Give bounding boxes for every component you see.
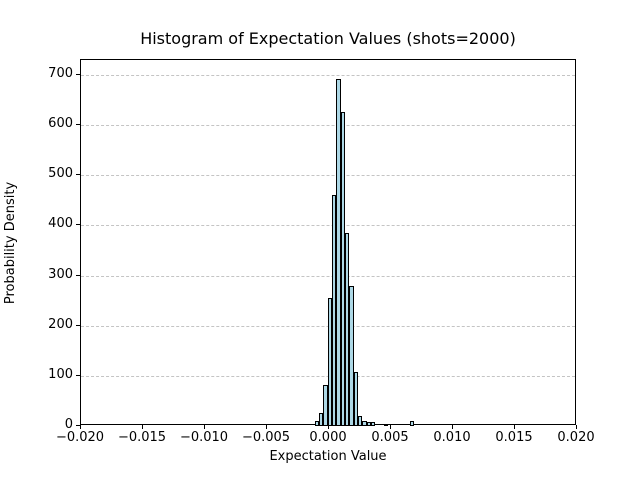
histogram-bar xyxy=(349,285,354,426)
x-tick-label: 0.005 xyxy=(371,430,409,445)
x-tick-label: 0.015 xyxy=(495,430,533,445)
x-tick-label: −0.010 xyxy=(179,430,229,445)
y-gridline xyxy=(81,75,575,77)
y-gridline xyxy=(81,175,575,177)
y-axis-tick xyxy=(76,425,80,426)
histogram-bar xyxy=(353,371,358,426)
y-tick-label: 0 xyxy=(64,417,73,432)
chart-title: Histogram of Expectation Values (shots=2… xyxy=(140,29,516,48)
x-tick-label: −0.015 xyxy=(117,430,167,445)
y-axis-tick xyxy=(76,324,80,326)
y-gridline xyxy=(81,125,575,127)
histogram-bar xyxy=(340,111,345,426)
histogram-bar xyxy=(314,420,319,426)
x-axis-tick xyxy=(204,425,205,429)
histogram-bar xyxy=(344,232,350,426)
y-tick-label: 100 xyxy=(48,366,73,382)
x-axis-label: Expectation Value xyxy=(269,449,387,464)
y-tick-label: 500 xyxy=(48,166,73,182)
y-axis-tick xyxy=(76,374,80,376)
x-axis-tick xyxy=(514,425,515,429)
y-gridline xyxy=(81,275,575,277)
x-axis-tick xyxy=(80,425,81,429)
x-axis-tick xyxy=(328,425,329,429)
histogram-bar xyxy=(323,384,328,426)
histogram-bar xyxy=(357,416,363,426)
histogram-bar xyxy=(409,420,415,426)
y-tick-label: 600 xyxy=(48,116,73,132)
histogram-bar xyxy=(370,421,376,426)
histogram-bar xyxy=(318,413,324,426)
y-tick-label: 400 xyxy=(48,216,73,232)
x-axis-tick xyxy=(266,425,267,429)
x-tick-label: 0.000 xyxy=(309,430,347,445)
histogram-bar xyxy=(366,421,371,426)
y-tick-label: 700 xyxy=(48,66,73,82)
y-axis-tick xyxy=(76,74,80,76)
x-tick-label: −0.020 xyxy=(55,430,105,445)
x-axis-tick xyxy=(390,425,391,429)
y-axis-tick xyxy=(76,174,80,176)
x-axis-tick xyxy=(452,425,453,429)
y-tick-label: 200 xyxy=(48,316,73,332)
y-gridline xyxy=(81,225,575,227)
y-axis-tick xyxy=(76,274,80,276)
x-tick-label: −0.005 xyxy=(241,430,291,445)
y-axis-tick xyxy=(76,124,80,126)
plot-area xyxy=(80,59,576,426)
histogram-bar xyxy=(362,420,367,426)
x-tick-label: 0.010 xyxy=(433,430,471,445)
histogram-bar xyxy=(336,79,341,426)
x-axis-tick xyxy=(576,425,577,429)
histogram-bar xyxy=(327,298,332,426)
histogram-bar xyxy=(383,423,389,426)
y-tick-label: 300 xyxy=(48,266,73,282)
y-axis-label: Probability Density xyxy=(3,181,18,305)
histogram-bar xyxy=(331,195,337,426)
x-axis-tick xyxy=(142,425,143,429)
y-axis-tick xyxy=(76,224,80,226)
x-tick-label: 0.020 xyxy=(557,430,595,445)
